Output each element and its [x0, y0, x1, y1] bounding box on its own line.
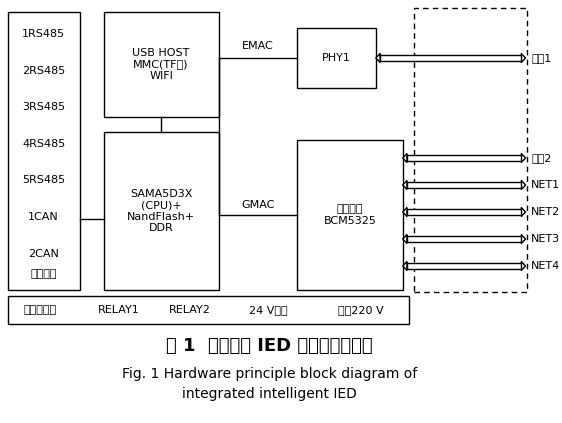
Text: 通信接口: 通信接口	[30, 269, 57, 279]
Text: 光口2: 光口2	[531, 153, 552, 163]
Text: 3RS485: 3RS485	[22, 102, 65, 112]
Text: 5RS485: 5RS485	[22, 176, 65, 185]
Polygon shape	[522, 261, 525, 270]
Bar	[297, 28, 376, 88]
Polygon shape	[376, 53, 380, 63]
Bar	[407, 236, 522, 242]
Bar	[407, 263, 522, 269]
Text: 1CAN: 1CAN	[28, 212, 59, 222]
Bar	[8, 296, 409, 324]
Polygon shape	[522, 208, 525, 217]
Text: 信号及电源: 信号及电源	[24, 305, 57, 315]
Bar	[414, 8, 528, 292]
Polygon shape	[403, 208, 407, 217]
Text: EMAC: EMAC	[242, 41, 274, 51]
Polygon shape	[403, 234, 407, 244]
Text: SAMA5D3X
(CPU)+
NandFlash+
DDR: SAMA5D3X (CPU)+ NandFlash+ DDR	[127, 189, 195, 233]
Text: 电源220 V: 电源220 V	[338, 305, 383, 315]
Polygon shape	[522, 181, 525, 190]
Polygon shape	[403, 261, 407, 270]
Text: NET1: NET1	[531, 180, 560, 190]
Bar	[380, 55, 522, 61]
Text: USB HOST
MMC(TF卡)
WIFI: USB HOST MMC(TF卡) WIFI	[133, 48, 190, 81]
Text: NET2: NET2	[531, 207, 560, 217]
Bar	[103, 132, 219, 290]
Polygon shape	[522, 234, 525, 244]
Bar	[8, 12, 80, 290]
Text: GMAC: GMAC	[241, 200, 275, 210]
Text: 交换芯片
BCM5325: 交换芯片 BCM5325	[324, 204, 377, 226]
Polygon shape	[403, 154, 407, 162]
Text: 4RS485: 4RS485	[22, 139, 65, 149]
Text: integrated intelligent IED: integrated intelligent IED	[182, 387, 357, 401]
Text: 光口1: 光口1	[531, 53, 551, 63]
Bar	[103, 12, 219, 117]
Text: 24 V输出: 24 V输出	[249, 305, 288, 315]
Text: RELAY2: RELAY2	[169, 305, 211, 315]
Bar	[407, 155, 522, 161]
Text: 图 1  整合型主 IED 的硬件原理框图: 图 1 整合型主 IED 的硬件原理框图	[166, 337, 373, 355]
Text: 2CAN: 2CAN	[28, 249, 59, 259]
Text: 1RS485: 1RS485	[22, 29, 65, 39]
Polygon shape	[403, 181, 407, 190]
Bar	[297, 140, 403, 290]
Text: NET4: NET4	[531, 261, 560, 271]
Text: Fig. 1 Hardware principle block diagram of: Fig. 1 Hardware principle block diagram …	[122, 367, 417, 381]
Polygon shape	[522, 53, 525, 63]
Polygon shape	[522, 154, 525, 162]
Bar	[407, 209, 522, 215]
Text: NET3: NET3	[531, 234, 560, 244]
Text: RELAY1: RELAY1	[98, 305, 140, 315]
Bar	[407, 182, 522, 188]
Text: 2RS485: 2RS485	[22, 66, 65, 76]
Text: PHY1: PHY1	[322, 53, 351, 63]
